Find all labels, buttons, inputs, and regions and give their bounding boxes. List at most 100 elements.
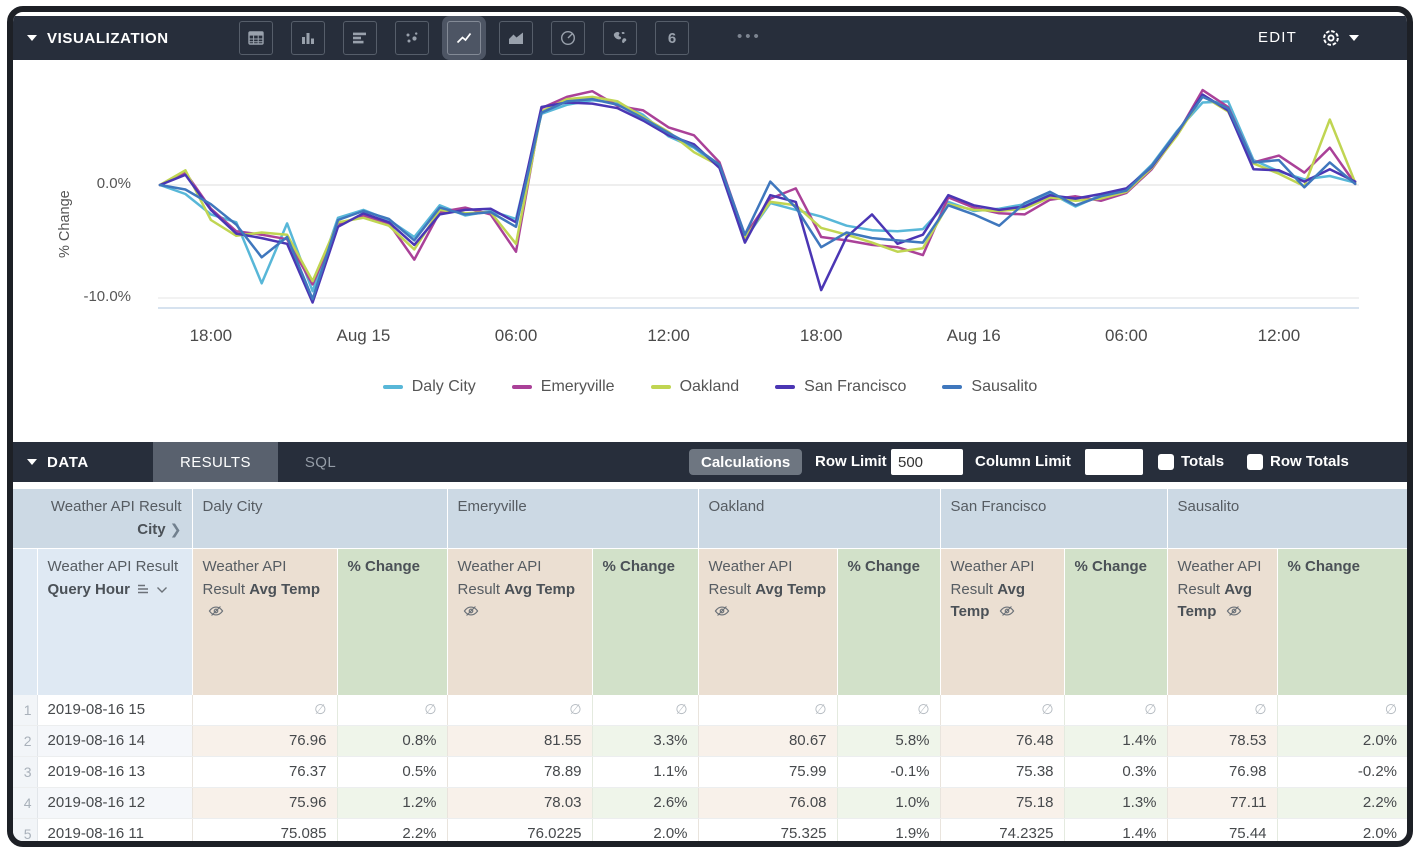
cell-pct-change[interactable]: 0.3% [1063,756,1168,788]
cell-pct-change[interactable]: 2.0% [1276,818,1407,841]
cell-pct-change[interactable]: 1.3% [1063,787,1168,819]
legend-item-oakland[interactable]: Oakland [650,378,739,396]
cell-avg-temp[interactable]: 75.96 [191,787,337,819]
viz-type-single-value-icon[interactable]: 6 [655,21,689,55]
pivot-field-header-city[interactable]: Weather API Result City ❯ [13,489,193,549]
cell-avg-temp[interactable]: ∅ [1166,694,1278,726]
cell-avg-temp[interactable]: 80.67 [697,725,838,757]
legend-item-san-francisco[interactable]: San Francisco [775,378,906,396]
cell-avg-temp[interactable]: 76.37 [191,756,337,788]
cell-pct-change[interactable]: 1.0% [836,787,941,819]
cell-avg-temp[interactable]: 76.08 [697,787,838,819]
cell-avg-temp[interactable]: 78.03 [446,787,593,819]
data-collapse-toggle[interactable]: DATA [27,442,89,482]
measure-header-avg-temp-sausalito[interactable]: Weather API Result Avg Temp [1167,548,1278,695]
cell-avg-temp[interactable]: 75.18 [939,787,1065,819]
measure-header-pct-change-san-francisco[interactable]: % Change [1064,548,1168,695]
cell-pct-change[interactable]: 1.2% [336,787,448,819]
cell-avg-temp[interactable]: ∅ [446,694,593,726]
viz-type-map-icon[interactable] [603,21,637,55]
cell-avg-temp[interactable]: 78.89 [446,756,593,788]
cell-avg-temp[interactable]: 76.0225 [446,818,593,841]
cell-query-hour[interactable]: 2019-08-16 13 [37,756,192,788]
cell-pct-change[interactable]: 0.8% [336,725,448,757]
viz-type-scatter-plot-icon[interactable] [395,21,429,55]
cell-avg-temp[interactable]: 76.48 [939,725,1065,757]
cell-pct-change[interactable]: ∅ [836,694,941,726]
totals-checkbox[interactable] [1158,454,1174,470]
viz-type-line-chart-icon[interactable] [447,21,481,55]
column-group-header-oakland[interactable]: Oakland [698,489,941,549]
measure-header-pct-change-oakland[interactable]: % Change [837,548,941,695]
cell-pct-change[interactable]: 2.0% [591,818,699,841]
visualization-collapse-toggle[interactable]: VISUALIZATION [27,16,169,60]
cell-query-hour[interactable]: 2019-08-16 14 [37,725,192,757]
cell-avg-temp[interactable]: 75.38 [939,756,1065,788]
cell-pct-change[interactable]: 1.4% [1063,725,1168,757]
column-limit-input[interactable] [1085,449,1143,475]
measure-header-avg-temp-daly-city[interactable]: Weather API Result Avg Temp [192,548,338,695]
measure-header-pct-change-daly-city[interactable]: % Change [337,548,448,695]
cell-avg-temp[interactable]: 74.2325 [939,818,1065,841]
viz-type-horizontal-bar-chart-icon[interactable] [343,21,377,55]
tab-results[interactable]: RESULTS [153,442,278,482]
legend-item-emeryville[interactable]: Emeryville [511,378,615,396]
column-group-header-san-francisco[interactable]: San Francisco [940,489,1168,549]
row-totals-checkbox[interactable] [1247,454,1263,470]
column-group-header-emeryville[interactable]: Emeryville [447,489,699,549]
cell-avg-temp[interactable]: ∅ [191,694,337,726]
cell-avg-temp[interactable]: 75.99 [697,756,838,788]
cell-pct-change[interactable]: 3.3% [591,725,699,757]
cell-query-hour[interactable]: 2019-08-16 15 [37,694,192,726]
column-group-header-daly-city[interactable]: Daly City [192,489,448,549]
table-row: 1 2019-08-16 15 ∅ ∅ ∅ ∅ ∅ ∅ ∅ ∅ ∅ ∅ [13,694,1407,726]
cell-pct-change[interactable]: 0.5% [336,756,448,788]
cell-pct-change[interactable]: -0.2% [1276,756,1407,788]
cell-pct-change[interactable]: -0.1% [836,756,941,788]
viz-type-table-icon[interactable] [239,21,273,55]
cell-pct-change[interactable]: 2.0% [1276,725,1407,757]
cell-avg-temp[interactable]: 75.085 [191,818,337,841]
row-limit-input[interactable] [891,449,963,475]
calculations-button[interactable]: Calculations [689,449,803,475]
viz-type-pie-chart-icon[interactable] [551,21,585,55]
measure-header-avg-temp-oakland[interactable]: Weather API Result Avg Temp [698,548,838,695]
cell-pct-change[interactable]: ∅ [1276,694,1407,726]
dimension-header-query-hour[interactable]: Weather API Result Query Hour [37,548,193,695]
tab-sql[interactable]: SQL [304,453,337,471]
cell-avg-temp[interactable]: 77.11 [1166,787,1278,819]
cell-pct-change[interactable]: 2.2% [336,818,448,841]
cell-avg-temp[interactable]: 78.53 [1166,725,1278,757]
cell-query-hour[interactable]: 2019-08-16 11 [37,818,192,841]
cell-pct-change[interactable]: ∅ [591,694,699,726]
column-group-header-sausalito[interactable]: Sausalito [1167,489,1407,549]
viz-settings-button[interactable] [1320,16,1359,60]
cell-pct-change[interactable]: 1.9% [836,818,941,841]
x-tick-label: 18:00 [189,326,233,345]
cell-pct-change[interactable]: 5.8% [836,725,941,757]
cell-avg-temp[interactable]: 76.98 [1166,756,1278,788]
measure-header-pct-change-emeryville[interactable]: % Change [592,548,699,695]
measure-header-avg-temp-emeryville[interactable]: Weather API Result Avg Temp [447,548,593,695]
cell-avg-temp[interactable]: ∅ [697,694,838,726]
cell-pct-change[interactable]: 1.4% [1063,818,1168,841]
legend-item-daly-city[interactable]: Daly City [382,378,476,396]
measure-header-pct-change-sausalito[interactable]: % Change [1277,548,1407,695]
cell-query-hour[interactable]: 2019-08-16 12 [37,787,192,819]
viz-type-bar-chart-icon[interactable] [291,21,325,55]
cell-avg-temp[interactable]: ∅ [939,694,1065,726]
legend-item-sausalito[interactable]: Sausalito [942,378,1037,396]
cell-pct-change[interactable]: ∅ [1063,694,1168,726]
more-viz-types-icon[interactable]: ••• [737,28,762,45]
edit-button[interactable]: EDIT [1258,29,1297,46]
cell-pct-change[interactable]: 2.2% [1276,787,1407,819]
viz-type-area-chart-icon[interactable] [499,21,533,55]
cell-avg-temp[interactable]: 75.325 [697,818,838,841]
measure-header-avg-temp-san-francisco[interactable]: Weather API Result Avg Temp [940,548,1065,695]
cell-avg-temp[interactable]: 81.55 [446,725,593,757]
cell-avg-temp[interactable]: 75.44 [1166,818,1278,841]
cell-pct-change[interactable]: 2.6% [591,787,699,819]
cell-pct-change[interactable]: ∅ [336,694,448,726]
cell-pct-change[interactable]: 1.1% [591,756,699,788]
cell-avg-temp[interactable]: 76.96 [191,725,337,757]
